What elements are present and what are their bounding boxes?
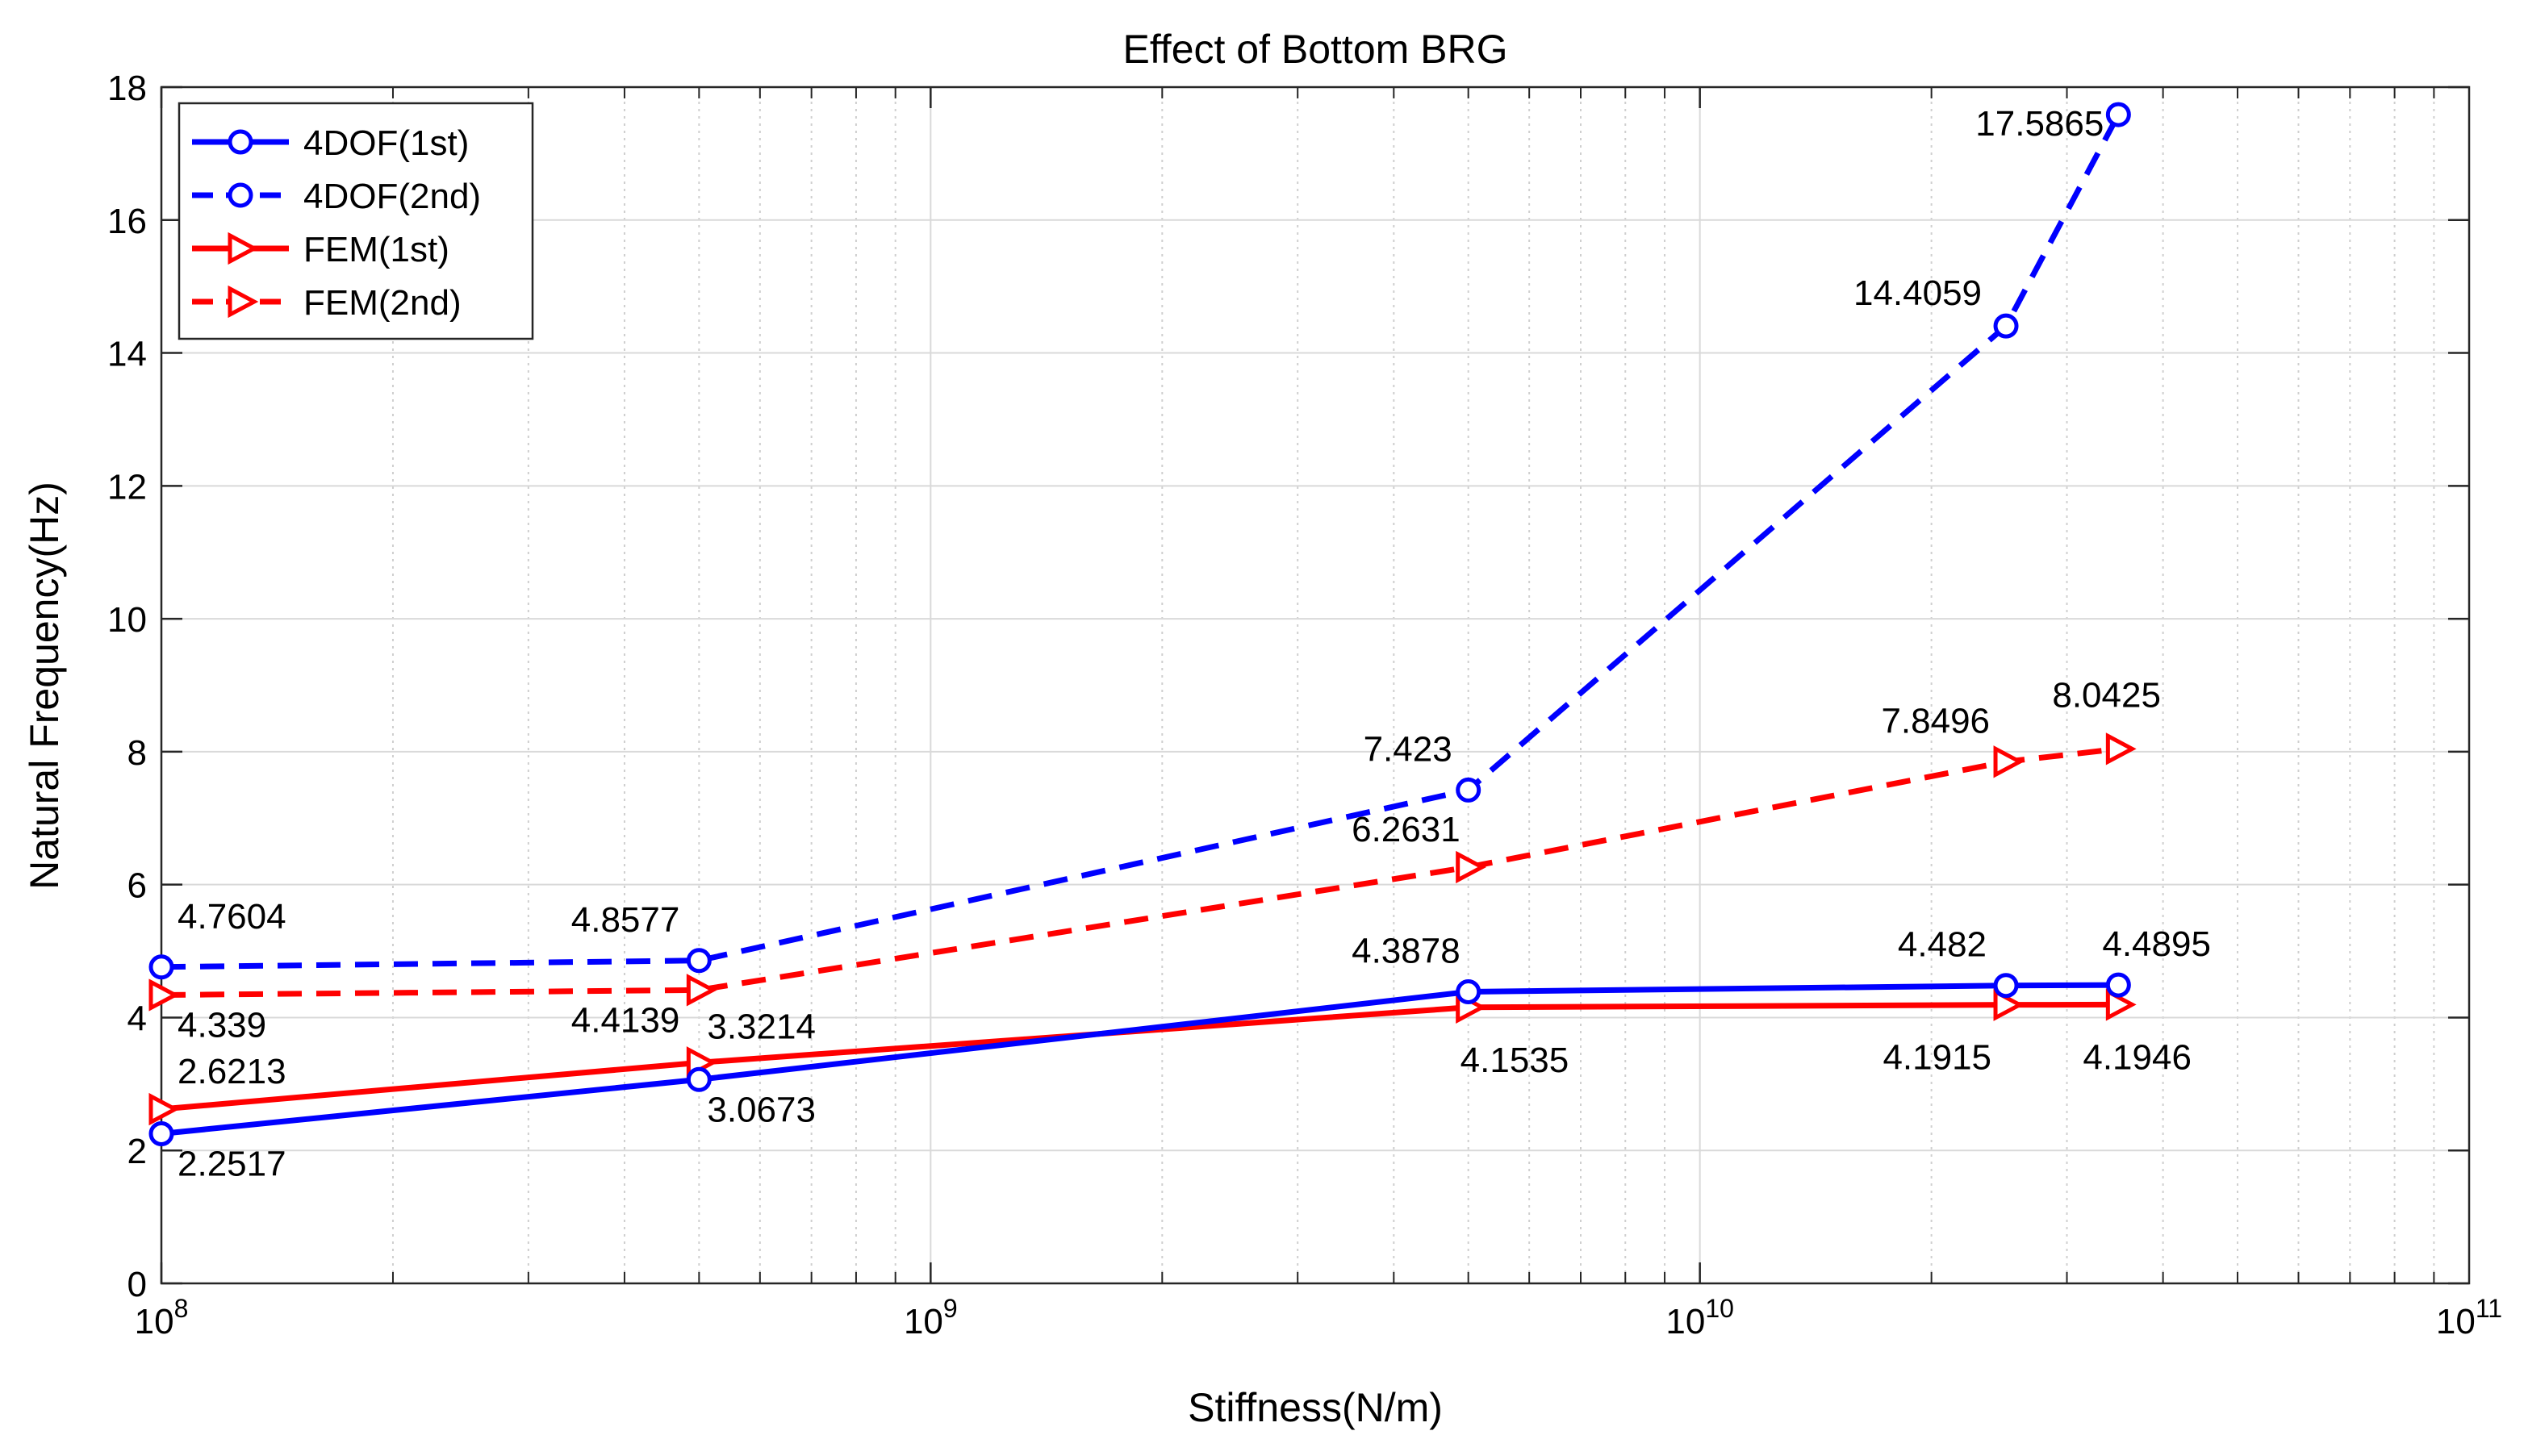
data-label: 4.7604 xyxy=(178,897,286,937)
axis-labels: Effect of Bottom BRG Stiffness(N/m) Natu… xyxy=(22,27,1508,1430)
data-point xyxy=(2105,732,2137,766)
data-point xyxy=(2105,102,2131,127)
plot-area-frame xyxy=(160,86,2471,1285)
data-label: 3.3214 xyxy=(707,1007,816,1046)
data-label: 6.2631 xyxy=(1352,810,1460,849)
axis-ticks: 0 2 4 6 8 10 12 14 16 18 108 109 1010 1011 xyxy=(107,69,2502,1341)
data-point xyxy=(1456,978,1481,1004)
data-point xyxy=(686,1066,712,1092)
data-label: 4.4139 xyxy=(571,1000,680,1040)
chart-title: Effect of Bottom BRG xyxy=(1122,27,1507,72)
data-label: 4.3878 xyxy=(1352,931,1460,970)
y-tick-label: 16 xyxy=(107,202,147,241)
legend-item: 4DOF(2nd) xyxy=(192,177,481,216)
y-tick-label: 10 xyxy=(107,600,147,640)
data-point xyxy=(1993,988,2025,1021)
y-tick-label: 0 xyxy=(127,1265,147,1304)
data-label: 4.1946 xyxy=(2083,1037,2192,1077)
data-point xyxy=(1993,973,2019,999)
y-tick-label: 4 xyxy=(127,999,147,1038)
data-point xyxy=(1993,745,2025,778)
data-label: 2.2517 xyxy=(178,1144,286,1183)
legend-item: FEM(2nd) xyxy=(192,283,462,323)
legend-marker xyxy=(228,232,259,265)
legend-label: FEM(1st) xyxy=(303,230,449,269)
data-labels: 2.2517 3.0673 4.3878 4.482 4.4895 4.7604 4.857… xyxy=(178,104,2211,1183)
data-point xyxy=(686,974,717,1007)
y-tick-label: 12 xyxy=(107,467,147,507)
data-label: 4.339 xyxy=(178,1006,266,1045)
y-axis-label: Natural Frequency(Hz) xyxy=(22,482,67,890)
data-label: 4.8577 xyxy=(571,900,680,940)
x-tick-label: 109 xyxy=(904,1294,958,1341)
legend: 4DOF(1st) 4DOF(2nd) FEM(1st) FEM(2nd) xyxy=(178,102,534,340)
y-tick-label: 6 xyxy=(127,866,147,906)
x-tick-label: 1011 xyxy=(2436,1294,2502,1341)
x-tick-label: 1010 xyxy=(1665,1294,1734,1341)
data-label: 17.5865 xyxy=(1975,104,2104,144)
data-label: 4.4895 xyxy=(2102,924,2211,964)
y-tick-label: 18 xyxy=(107,69,147,108)
data-label: 3.0673 xyxy=(707,1090,816,1129)
data-label: 4.1535 xyxy=(1460,1041,1569,1080)
grid xyxy=(161,87,2469,1283)
legend-item: 4DOF(1st) xyxy=(192,123,469,163)
series-FEM(2nd) xyxy=(148,732,2137,1012)
data-point xyxy=(686,948,712,974)
data-point xyxy=(2105,972,2131,998)
data-label: 7.8496 xyxy=(1881,701,1990,741)
data-point xyxy=(1456,850,1486,884)
legend-marker xyxy=(228,285,259,319)
data-point xyxy=(148,1120,174,1146)
data-point xyxy=(1993,313,2019,339)
legend-marker xyxy=(228,129,253,155)
series-4DOF(2nd) xyxy=(148,102,2131,980)
data-point xyxy=(1456,777,1481,803)
data-point xyxy=(148,1092,180,1126)
data-label: 2.6213 xyxy=(178,1052,286,1091)
y-tick-label: 8 xyxy=(127,733,147,773)
data-label: 8.0425 xyxy=(2052,675,2161,715)
data-label: 7.423 xyxy=(1364,729,1452,769)
data-point xyxy=(148,978,180,1012)
x-tick-label: 108 xyxy=(135,1294,189,1341)
data-point xyxy=(148,954,174,980)
y-tick-label: 14 xyxy=(107,335,147,374)
legend-label: 4DOF(1st) xyxy=(303,123,469,163)
x-axis-label: Stiffness(N/m) xyxy=(1188,1385,1443,1430)
data-label: 4.482 xyxy=(1898,925,1987,965)
data-point xyxy=(2105,988,2137,1021)
series-line xyxy=(161,745,2119,999)
series-group xyxy=(148,102,2137,1146)
series-4DOF(1st) xyxy=(148,972,2131,1146)
data-label: 14.4059 xyxy=(1853,273,1982,313)
data-label: 4.1915 xyxy=(1883,1038,1991,1078)
y-tick-label: 2 xyxy=(127,1132,147,1171)
legend-item: FEM(1st) xyxy=(192,230,449,269)
legend-label: FEM(2nd) xyxy=(303,283,462,323)
legend-marker xyxy=(228,182,253,208)
legend-label: 4DOF(2nd) xyxy=(303,177,481,216)
